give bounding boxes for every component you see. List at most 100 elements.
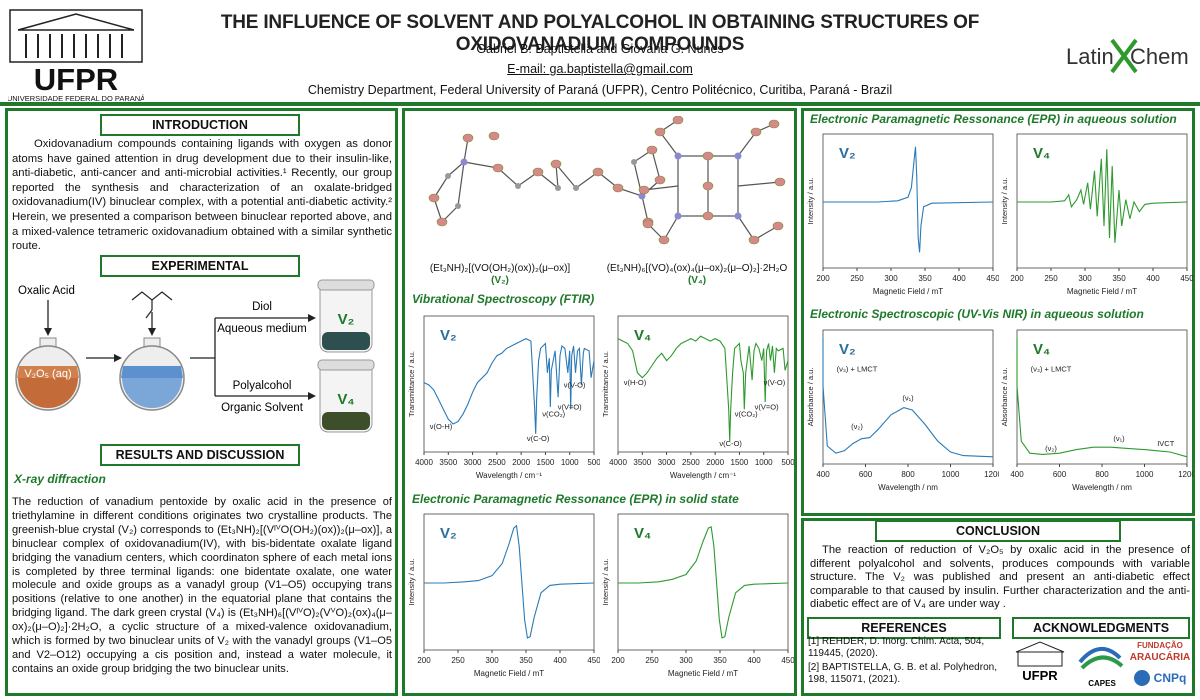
v4-formula-caption: (Et₃NH)₆[(VO)₄(ox)₄(μ–ox)₂(μ–O)₂]·2H₂O (… [598,263,796,287]
ufpr-small-logo: UFPR [1015,641,1065,683]
series-label: V₂ [440,525,457,542]
x-tick-label: 300 [1078,274,1092,283]
x-tick-label: 500 [587,458,600,467]
authors: Gabriel B. Baptistella and Giovana G. Nu… [476,42,724,56]
ufpr-logo-sub: UNIVERSIDADE FEDERAL DO PARANÁ [8,94,144,103]
reference-1: [1] REHDER, D. Inorg. Chim. Acta, 504, 1… [808,636,985,660]
x-tick-label: 350 [1112,274,1126,283]
series-line [1017,149,1188,243]
annotation-label: ν(O-H) [430,422,453,431]
x-tick-label: 2500 [682,458,700,467]
v2-structure [433,137,661,223]
flask-v2o5: V₂O₅ (aq) [15,337,81,411]
conclusion-text: The reaction of reduction of V₂O₅ by oxa… [810,544,1190,611]
x-tick-label: 250 [1044,274,1058,283]
ftir-title: Vibrational Spectroscopy (FTIR) [412,292,595,306]
x-axis-label: Wavelength / nm [1072,483,1132,492]
reference-2: [2] BAPTISTELLA, G. B. et al. Polyhedron… [808,662,997,686]
x-tick-label: 3000 [658,458,676,467]
annotation-label: ν(CO₂) [735,410,758,419]
x-tick-label: 1000 [755,458,773,467]
v4-vanadium-atoms [674,152,742,220]
epr-aq-v4-chart: 200 250 300 350 400 450 Magnetic Field / mT Int… [1000,133,1193,296]
ufpr-logo-text: UFPR [34,62,118,97]
triethylamine-structure [131,291,173,319]
y-axis-label: Intensity / a.u. [601,559,610,606]
oxalic-acid-label: Oxalic Acid [18,285,75,297]
x-tick-label: 500 [781,458,794,467]
x-tick-label: 3500 [439,458,457,467]
plot-frame [822,133,994,269]
x-tick-label: 200 [611,656,625,665]
v2-formula-label: (V₂) [491,275,509,286]
annotation-label: ν(CO₂) [542,410,565,419]
plot-frame [617,315,789,453]
x-axis-label: Wavelength / cm⁻¹ [476,471,543,480]
x-tick-label: 600 [1053,470,1067,479]
annotation-label: ν(V-O) [764,378,786,387]
v2-formula-caption: (Et₃NH)₂[(VO(OH₂)(ox))₂(μ–ox)] (V₂) [410,263,590,287]
x-tick-label: 400 [952,274,966,283]
xray-title: X-ray diffraction [14,472,106,486]
annotation-label: ν(V-O) [564,380,586,389]
x-tick-label: 200 [1010,274,1024,283]
annotation-label: ν(H-O) [624,378,647,387]
x-tick-label: 400 [553,656,567,665]
series-label: V₂ [440,327,457,344]
epr-aq-v2-chart: 200 250 300 350 400 450 Magnetic Field / mT Int… [806,133,999,296]
x-tick-label: 450 [587,656,600,665]
capes-text: CAPES [1088,679,1116,688]
x-tick-label: 400 [816,470,830,479]
x-tick-label: 350 [519,656,533,665]
experimental-title: EXPERIMENTAL [100,255,300,277]
email-link[interactable]: E-mail: ga.baptistella@gmail.com [507,62,693,76]
series-label: V₄ [634,525,651,542]
x-tick-label: 1000 [942,470,960,479]
ufpr-small-text: UFPR [1022,668,1058,683]
x-tick-label: 2000 [512,458,530,467]
y-axis-label: Transmittance / a.u. [601,351,610,417]
plot-frame [1016,133,1188,269]
x-axis-label: Wavelength / cm⁻¹ [670,471,737,480]
x-tick-label: 350 [918,274,932,283]
x-tick-label: 600 [859,470,873,479]
latinchem-latin: Latin [1066,44,1114,69]
x-tick-label: 400 [747,656,761,665]
x-tick-label: 800 [1095,470,1109,479]
x-tick-label: 3500 [633,458,651,467]
flask-reaction [119,337,185,411]
annotation-label: (ν₁) [1113,434,1125,443]
vial-v4: V₄ [317,359,375,433]
series-label: V₄ [634,327,651,344]
annotation-label: ν(V=O) [558,402,582,411]
series-line [823,146,994,253]
polyalcohol-label: Polyalcohol [233,380,292,392]
series-line [423,337,595,434]
x-tick-label: 2500 [488,458,506,467]
y-axis-label: Intensity / a.u. [806,178,815,225]
plot-frame [423,315,595,453]
series-line [424,524,595,639]
annotation-label: ν(V=O) [755,402,779,411]
department: Chemistry Department, Federal University… [307,83,893,97]
x-tick-label: 1200 [1178,470,1193,479]
uv-v4-chart: 400 600 800 1000 1200 Wavelength / nm Absorban… [1000,329,1193,492]
fundacao-text: FUNDAÇÃO [1137,641,1183,650]
series-label: V₄ [1033,341,1050,358]
v2-carbon-atoms [445,159,637,209]
vial-v2: V₂ [317,279,375,353]
x-tick-label: 200 [816,274,830,283]
series-label: V₂ [839,145,856,162]
x-tick-label: 1500 [537,458,555,467]
v4-formula-label: (V₄) [687,275,707,286]
series-label: V₂ [839,341,856,358]
x-tick-label: 300 [679,656,693,665]
annotation-label: IVCT [1157,439,1175,448]
x-tick-label: 400 [1146,274,1160,283]
annotation-label: ν(C-O) [719,439,742,448]
x-axis-label: Magnetic Field / mT [873,287,943,296]
cnpq-text: CNPq [1154,671,1187,685]
x-tick-label: 3000 [464,458,482,467]
epr-solid-title: Electronic Paramagnetic Ressonance (EPR)… [412,492,739,506]
capes-logo: CAPES [1078,647,1124,688]
